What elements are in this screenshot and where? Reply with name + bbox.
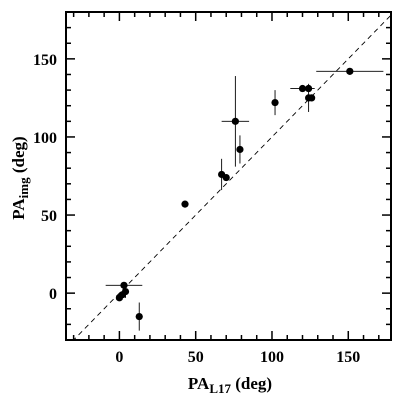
data-point [222,173,230,182]
y-tick-label: 50 [41,208,57,225]
data-point [271,98,279,107]
data-point [305,84,313,93]
x-tick-label: 0 [115,349,123,366]
data-point [231,117,239,125]
reference-line [73,14,391,340]
data-point [121,287,130,296]
y-tick-label: 0 [49,286,57,303]
reference-line-layer [73,14,391,340]
x-tick-label: 150 [336,349,360,366]
data-point [298,84,307,93]
x-tick-label: 50 [188,349,204,366]
data-point [346,67,354,75]
ticks-layer: 0 50 100 150 0 50 100 150 [33,11,391,366]
x-tick-label: 100 [260,349,284,366]
data-point [308,94,316,102]
y-tick-label: 150 [33,52,57,69]
data-points-layer [115,67,354,321]
data-point [181,200,189,208]
data-point [120,281,128,289]
data-point [135,312,143,321]
error-bar-layer [105,70,384,331]
x-axis-label: PAL17 (deg) [188,374,272,396]
y-axis-label: PAimg (deg) [9,136,31,219]
y-tick-label: 100 [33,130,57,147]
plot-frame [65,11,392,341]
data-point [236,145,244,154]
